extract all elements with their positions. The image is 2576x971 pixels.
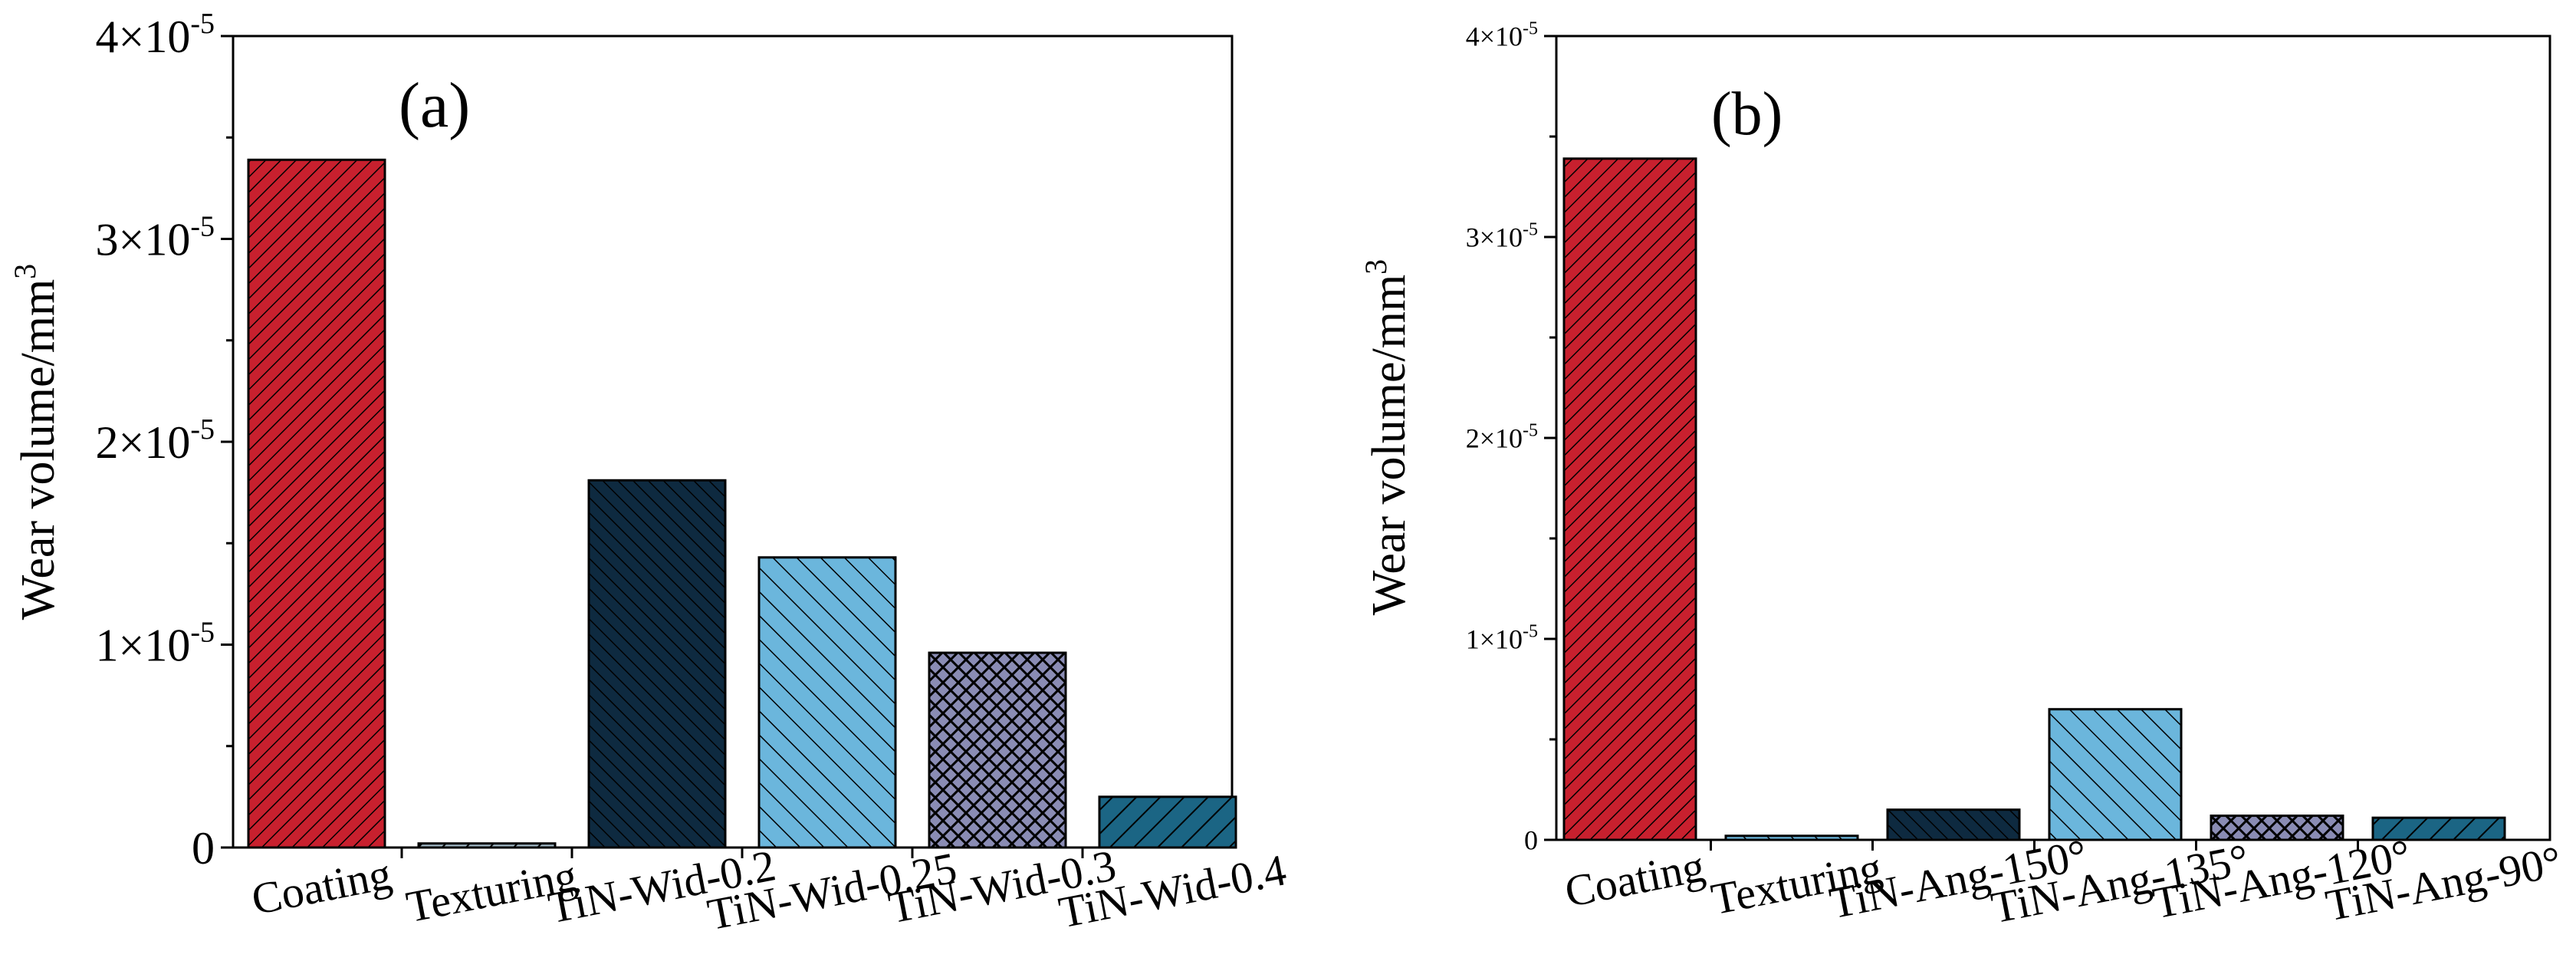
bar-hatch [2211,815,2343,840]
bar-texturing [1724,834,1859,841]
bar-outline [587,479,727,849]
bar-hatch [929,653,1066,848]
y-tick-label: 3×10-5 [1466,219,1538,252]
x-tick-label: Coating [1561,841,1709,917]
bar-outline [417,842,557,849]
chart-panel-a: (a) Wear volume/mm3 0 1×10-5 2×10-5 3×10-5 4… [8,8,1290,940]
bar-outline [2048,708,2183,841]
y-tick-label: 4×10-5 [96,8,215,62]
bar-hatch [1099,796,1236,848]
y-tick-label: 0 [1524,825,1538,856]
panel-label: (b) [1711,81,1783,148]
bar-outline [928,651,1067,849]
x-tick-label: Coating [248,848,396,924]
bar-tin-wid-0-25 [757,556,897,849]
y-axis-label: Wear volume/mm3 [8,264,64,620]
bar-coating [247,158,386,849]
bar-outline [247,158,386,849]
bar-tin-ang-120- [2210,815,2344,841]
y-tick-label: 1×10-5 [1466,621,1538,654]
bar-outline [2210,815,2344,841]
y-tick-label: 2×10-5 [96,413,215,468]
bar-outline [1098,795,1237,849]
bar-tin-wid-0-3 [928,651,1067,849]
bar-coating [1562,157,1697,841]
y-tick-label: 3×10-5 [96,210,215,265]
bar-hatch [759,557,895,848]
y-tick-label: 0 [192,823,215,874]
bar-tin-ang-135- [2048,708,2183,841]
bar-tin-wid-0-2 [587,479,727,849]
bar-hatch [419,843,555,848]
bar-hatch [1726,835,1858,840]
bar-outline [757,556,897,849]
bar-texturing [417,842,557,849]
bar-hatch [1888,809,2019,840]
chart-panel-b: (b) Wear volume/mm3 0 1×10-5 2×10-5 3×10-5 4… [1359,18,2565,933]
y-tick-label: 2×10-5 [1466,420,1538,453]
y-axis-label: Wear volume/mm3 [1359,259,1415,615]
bar-hatch [2373,818,2505,840]
bar-tin-wid-0-4 [1098,795,1237,849]
y-tick-label: 1×10-5 [96,616,215,670]
bar-outline [1562,157,1697,841]
bar-tin-ang-150- [1886,808,2021,841]
bar-outline [1724,834,1859,841]
bar-hatch [2049,709,2181,840]
bar-tin-ang-90- [2371,816,2506,841]
bar-hatch [1564,158,1696,840]
bar-hatch [248,160,385,848]
y-tick-label: 4×10-5 [1466,18,1538,51]
bar-hatch [589,480,725,848]
panel-label: (a) [399,70,470,141]
bar-outline [1886,808,2021,841]
bar-outline [2371,816,2506,841]
